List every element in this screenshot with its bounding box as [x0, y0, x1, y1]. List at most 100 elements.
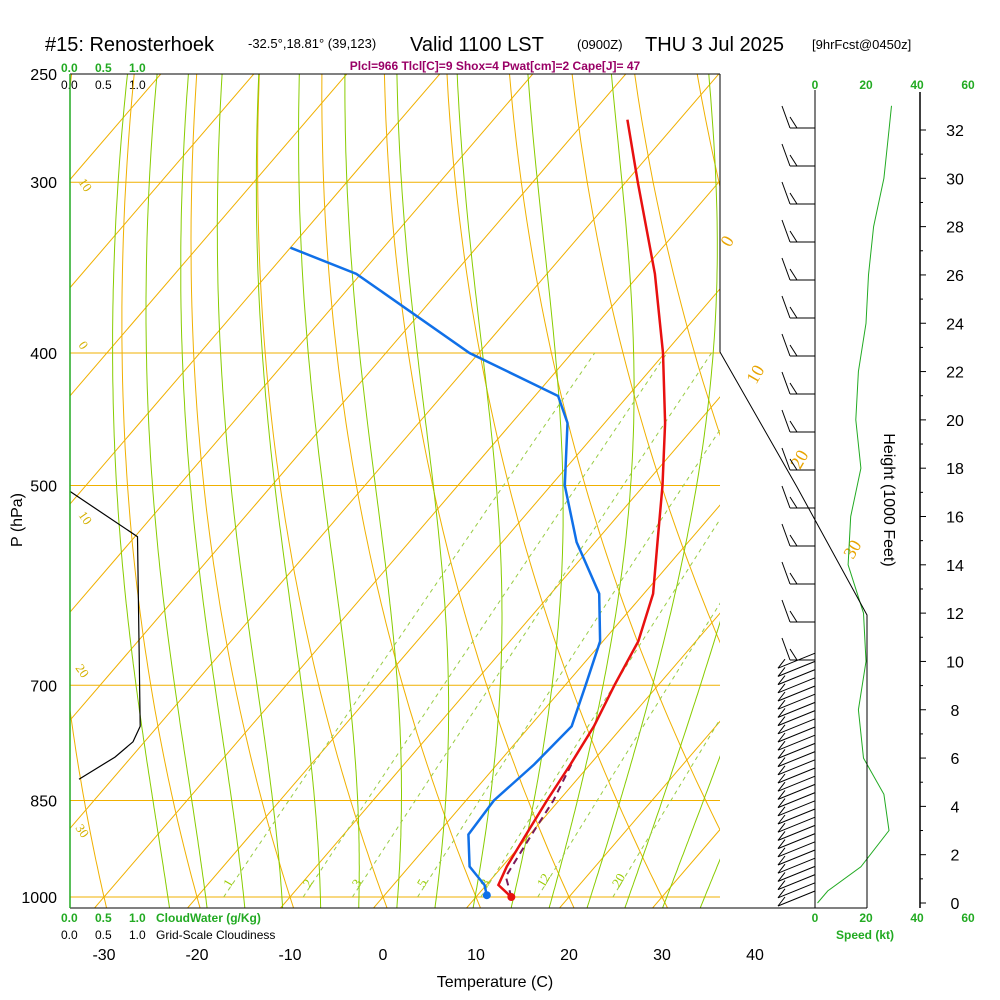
cloudiness-line [69, 490, 141, 780]
wind-panel [777, 105, 892, 907]
dry-adiabat [257, 74, 388, 908]
speed-tick-top: 0 [812, 78, 819, 92]
barb-staff [777, 841, 816, 858]
wind-barb [777, 783, 816, 800]
wind-barb [777, 857, 816, 874]
right-axis-label: Height (1000 Feet) [880, 433, 897, 566]
bottom-black-2: 1.0 [129, 928, 146, 942]
height-tick-label: 4 [951, 799, 960, 816]
barb-staff [777, 734, 816, 751]
isotherm [465, 612, 720, 908]
barb-staff [777, 833, 816, 850]
moist-adiabat [344, 74, 402, 908]
isotherm [186, 288, 720, 908]
wind-barb [777, 775, 816, 792]
barb-staff [777, 849, 816, 866]
barb-flag [777, 658, 786, 669]
barb-staff [777, 808, 816, 825]
mixing-ratio-label: 20 [609, 871, 628, 890]
temperature-line [496, 119, 667, 898]
barb-flag [777, 781, 786, 792]
barb-flag [781, 333, 791, 357]
wind-barb [781, 181, 815, 205]
wind-barb [777, 874, 816, 891]
temperature-tick: -10 [278, 947, 301, 964]
wind-speed-line [817, 105, 892, 904]
wind-barb [777, 865, 816, 882]
barb-flag-half [789, 116, 798, 129]
barb-staff [777, 890, 816, 907]
wind-barb [781, 105, 815, 129]
wind-barb [777, 890, 816, 907]
speed-tick-top: 20 [859, 78, 873, 92]
isotherm [70, 74, 348, 397]
surface-temperature-dot [507, 893, 516, 901]
panel-boundary [719, 351, 868, 908]
bottom-black-0: 0.0 [61, 928, 78, 942]
dry-adiabat [446, 74, 669, 908]
barb-staff [777, 685, 816, 702]
pressure-tick-850: 850 [30, 794, 57, 811]
isotherm [70, 74, 627, 722]
barb-flag [777, 675, 786, 685]
height-tick-label: 2 [951, 848, 960, 865]
dry-adiabat [383, 74, 575, 908]
wind-barb [781, 295, 815, 319]
mixing-ratio-line [612, 718, 720, 898]
dry-adiabat-label: 10 [76, 175, 96, 194]
barb-flag [781, 143, 791, 167]
wind-barb [781, 333, 815, 357]
dry-adiabat-label: 0 [76, 338, 92, 352]
grid-clip [0, 0, 720, 926]
barb-flag [777, 831, 786, 841]
wind-barb [777, 841, 816, 858]
dry-adiabat [634, 74, 720, 437]
height-tick-label: 26 [946, 268, 964, 285]
bottom-black-1: 0.5 [95, 928, 112, 942]
wind-barb [781, 637, 815, 661]
barb-flag [781, 523, 791, 547]
barb-flag-half [789, 268, 798, 281]
mixing-ratio-line [417, 428, 720, 898]
height-tick-label: 8 [951, 703, 960, 720]
parcel-trace [504, 764, 573, 898]
dewpoint-line [289, 246, 602, 896]
barb-staff [777, 742, 816, 759]
barb-flag [781, 637, 791, 661]
isotherm-label: 30 [839, 536, 865, 562]
barb-flag [777, 667, 786, 677]
barb-staff [777, 857, 816, 874]
wind-barb [777, 759, 816, 776]
bottom-green-0: 0.0 [61, 911, 78, 925]
top-green-0: 0.0 [61, 61, 78, 75]
barb-flag-half [789, 192, 798, 205]
cloud-water-label: CloudWater (g/Kg) [156, 911, 261, 925]
barb-flag [777, 888, 786, 899]
barb-flag-half [789, 610, 798, 623]
barb-flag [777, 732, 786, 743]
wind-barb [781, 371, 815, 395]
wind-barb [777, 800, 816, 817]
speed-tick-top: 40 [910, 78, 924, 92]
mixing-ratio-label: 5 [414, 876, 430, 889]
wind-barb [781, 599, 815, 623]
pressure-tick-700: 700 [30, 678, 57, 695]
temperature-tick: 20 [560, 947, 578, 964]
barb-flag [781, 485, 791, 509]
dry-adiabat [508, 74, 720, 831]
barb-staff [777, 652, 816, 669]
wind-barb [777, 882, 816, 899]
barb-flag [777, 880, 786, 890]
wind-barb [777, 718, 816, 735]
wind-barb [781, 561, 815, 585]
y-axis-label: P (hPa) [9, 493, 26, 547]
temperature-tick: -30 [92, 947, 115, 964]
barb-staff [777, 792, 816, 809]
wind-barb [777, 792, 816, 809]
isotherm [93, 179, 720, 908]
barb-staff [777, 751, 816, 768]
barb-flag-half [789, 458, 798, 471]
dry-adiabat [0, 0, 33, 926]
barb-flag [781, 371, 791, 395]
height-tick-label: 30 [946, 171, 964, 188]
